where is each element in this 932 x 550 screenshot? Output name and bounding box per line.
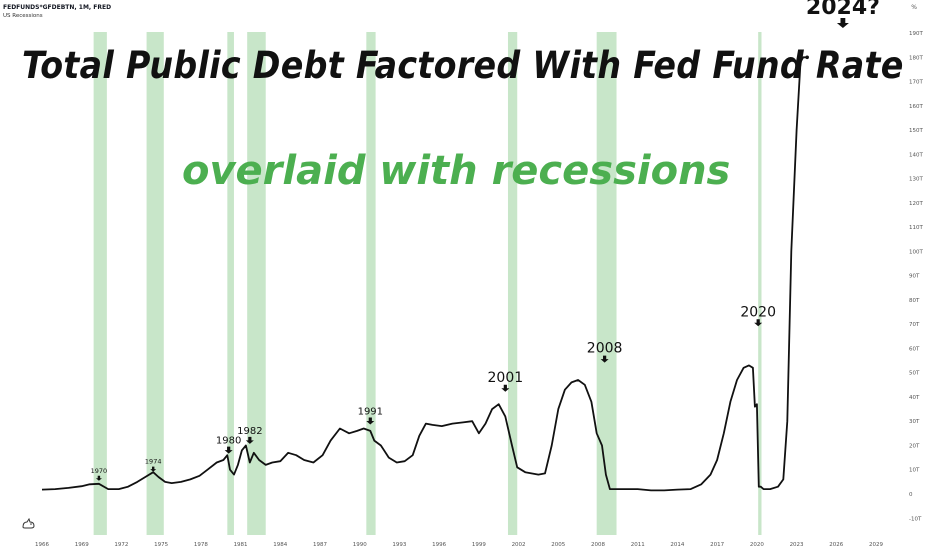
indicator-label: US Recessions bbox=[3, 13, 43, 19]
recession-band-5 bbox=[507, 32, 518, 535]
recession-band-4 bbox=[366, 32, 376, 535]
event-label-2020: 2020 bbox=[740, 304, 776, 327]
x-tick-label: 1978 bbox=[194, 542, 208, 548]
x-tick-label: 1966 bbox=[35, 542, 49, 548]
x-tick-label: 1990 bbox=[353, 542, 367, 548]
y-tick-label: 80T bbox=[909, 298, 920, 304]
recession-band-1 bbox=[146, 32, 164, 535]
x-tick-label: 1993 bbox=[392, 542, 406, 548]
y-tick-label: 150T bbox=[909, 128, 923, 134]
y-tick-label: 170T bbox=[909, 80, 923, 86]
event-label-1970: 1970 bbox=[91, 467, 108, 481]
event-label-2001: 2001 bbox=[488, 370, 524, 392]
event-label-2024?: 2024? bbox=[806, 0, 880, 28]
x-tick-label: 1987 bbox=[313, 542, 327, 548]
x-tick-label: 1972 bbox=[114, 542, 128, 548]
y-tick-label: 140T bbox=[909, 152, 923, 158]
down-arrow-icon bbox=[224, 446, 233, 454]
symbol-label: FEDFUNDS*GFDEBTN, 1M, FRED bbox=[3, 4, 112, 11]
x-tick-label: 2005 bbox=[551, 542, 565, 548]
recession-band-0 bbox=[93, 32, 107, 535]
event-label-1982: 1982 bbox=[237, 426, 263, 444]
down-arrow-icon bbox=[150, 466, 157, 472]
chart-title: Total Public Debt Factored With Fed Fund… bbox=[22, 44, 904, 87]
down-arrow-icon bbox=[501, 384, 510, 392]
x-tick-label: 1975 bbox=[154, 542, 168, 548]
recession-band-2 bbox=[227, 32, 234, 535]
x-tick-label: 2014 bbox=[670, 542, 684, 548]
x-tick-label: 2026 bbox=[829, 542, 843, 548]
recession-band-7 bbox=[758, 32, 762, 535]
x-tick-label: 1996 bbox=[432, 542, 446, 548]
y-tick-label: 180T bbox=[909, 55, 923, 61]
y-tick-label: -10T bbox=[909, 516, 922, 522]
x-tick-label: 2023 bbox=[790, 542, 804, 548]
event-label-text: 2024? bbox=[806, 0, 880, 20]
event-label-text: 2008 bbox=[587, 341, 623, 357]
event-label-2008: 2008 bbox=[587, 341, 623, 363]
down-arrow-icon bbox=[600, 355, 609, 363]
event-label-text: 1974 bbox=[145, 458, 162, 466]
y-tick-label: 100T bbox=[909, 249, 923, 255]
event-label-1980: 1980 bbox=[216, 436, 241, 454]
event-label-text: 1982 bbox=[237, 426, 262, 437]
x-tick-label: 2020 bbox=[750, 542, 764, 548]
tradingview-logo-icon[interactable] bbox=[22, 518, 36, 530]
y-axis: -10T 0 10T 20T 30T 40T 50T 60T 70T 80T 90T 100T 110T… bbox=[909, 31, 923, 522]
series-line bbox=[41, 56, 808, 492]
scale-unit[interactable]: % bbox=[911, 4, 917, 11]
y-tick-label: 20T bbox=[909, 443, 920, 449]
y-tick-label: 120T bbox=[909, 201, 923, 207]
x-tick-label: 2011 bbox=[631, 542, 645, 548]
last-point bbox=[805, 55, 809, 60]
y-tick-label: 90T bbox=[909, 274, 920, 280]
y-tick-label: 30T bbox=[909, 419, 920, 425]
recession-bands bbox=[93, 32, 762, 535]
y-tick-label: 190T bbox=[909, 31, 923, 37]
event-label-text: 2020 bbox=[740, 304, 776, 320]
down-arrow-icon bbox=[366, 417, 375, 425]
chart-subtitle: overlaid with recessions bbox=[182, 148, 731, 194]
down-arrow-icon bbox=[95, 475, 102, 481]
y-tick-label: 110T bbox=[909, 225, 923, 231]
y-tick-label: 50T bbox=[909, 371, 920, 377]
y-tick-label: 60T bbox=[909, 346, 920, 352]
y-tick-label: 130T bbox=[909, 177, 923, 183]
x-tick-label: 2002 bbox=[512, 542, 526, 548]
x-axis: 1966 1969 1972 1975 1978 1981 1984 1987 1990 1993… bbox=[35, 542, 883, 548]
down-arrow-icon bbox=[245, 436, 254, 444]
event-label-text: 1970 bbox=[91, 467, 108, 475]
event-label-text: 2001 bbox=[488, 370, 524, 386]
recession-band-3 bbox=[247, 32, 266, 535]
y-tick-label: 70T bbox=[909, 322, 920, 328]
y-tick-label: 160T bbox=[909, 104, 923, 110]
y-tick-label: 0 bbox=[909, 492, 913, 498]
x-tick-label: 2029 bbox=[869, 542, 883, 548]
x-tick-label: 1969 bbox=[75, 542, 89, 548]
event-label-1974: 1974 bbox=[145, 458, 162, 472]
down-arrow-icon bbox=[754, 319, 763, 327]
x-tick-label: 1981 bbox=[234, 542, 248, 548]
y-tick-label: 40T bbox=[909, 395, 920, 401]
series-line-group bbox=[41, 55, 809, 492]
y-tick-label: 10T bbox=[909, 468, 920, 474]
x-tick-label: 2017 bbox=[710, 542, 724, 548]
event-label-text: 1980 bbox=[216, 436, 241, 447]
x-tick-label: 1999 bbox=[472, 542, 486, 548]
event-label-text: 1991 bbox=[358, 406, 383, 417]
down-arrow-icon bbox=[836, 17, 849, 28]
x-tick-label: 2008 bbox=[591, 542, 605, 548]
x-tick-label: 1984 bbox=[273, 542, 287, 548]
recession-band-6 bbox=[596, 32, 617, 535]
event-label-1991: 1991 bbox=[358, 406, 383, 425]
